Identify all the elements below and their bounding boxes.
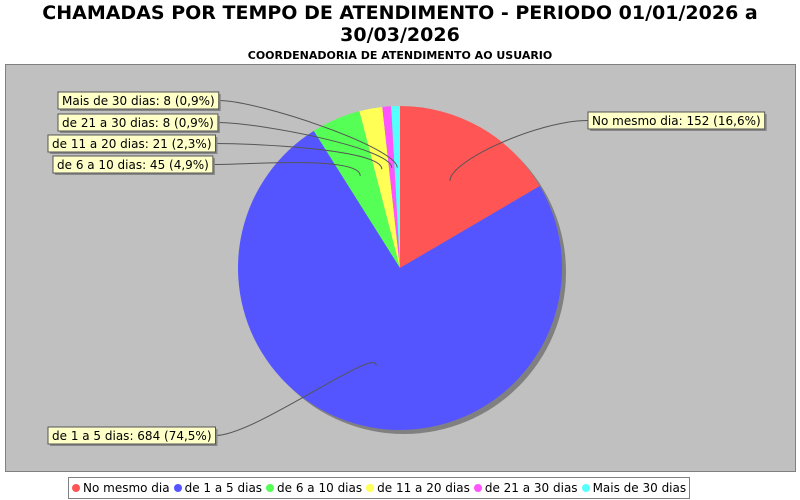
plot-area: No mesmo dia: 152 (16,6%) de 1 a 5 dias: …: [5, 64, 796, 472]
legend-swatch: [72, 484, 80, 492]
legend-label: de 11 a 20 dias: [377, 481, 470, 495]
slice-label-box: [57, 91, 220, 110]
pie-slice-no-mesmo-dia: [400, 106, 540, 268]
slice-label: Mais de 30 dias: 8 (0,9%): [62, 94, 215, 108]
legend-swatch: [173, 484, 182, 492]
slice-label: No mesmo dia: 152 (16,6%): [592, 114, 761, 128]
slice-label-box: [47, 426, 216, 445]
pie-slice-mais-de-30-dias: [391, 106, 400, 268]
pie-chart: No mesmo dia: 152 (16,6%) de 1 a 5 dias: …: [47, 91, 767, 446]
slice-label: de 21 a 30 dias: 8 (0,9%): [62, 116, 214, 130]
legend-label: Mais de 30 dias: [592, 481, 687, 495]
slice-label: de 11 a 20 dias: 21 (2,3%): [52, 137, 212, 151]
leader-line: [215, 143, 383, 170]
slice-label: de 6 a 10 dias: 45 (4,9%): [57, 158, 209, 172]
leader-line: [449, 120, 589, 181]
pie-slice-de-11-a-20-dias: [359, 106, 400, 268]
legend: No mesmo dia de 1 a 5 dias de 6 a 10 dias d…: [68, 477, 691, 499]
legend-label: No mesmo dia: [83, 481, 170, 495]
leader-line: [218, 100, 398, 168]
pie-slice-de-1-a-5-dias: [238, 130, 563, 430]
legend-item: No mesmo dia: [72, 481, 170, 495]
slice-label-box: [47, 134, 216, 153]
slice-label: de 1 a 5 dias: 684 (74,5%): [52, 429, 212, 443]
chart-subtitle: COORDENADORIA DE ATENDIMENTO AO USUARIO: [247, 49, 553, 62]
slice-label-box: [52, 155, 214, 174]
legend-swatch: [581, 484, 590, 492]
pie-slice-de-21-a-30-dias: [382, 106, 400, 268]
legend-swatch: [366, 484, 375, 492]
legend-swatch: [266, 484, 275, 492]
leader-line: [212, 162, 361, 176]
slice-label-box: [57, 113, 219, 132]
legend-item: Mais de 30 dias: [581, 481, 687, 495]
legend-swatch: [473, 484, 482, 492]
slice-label-box: [587, 111, 766, 130]
leader-line: [217, 122, 393, 169]
chart-title: CHAMADAS POR TEMPO DE ATENDIMENTO - PERI…: [42, 2, 758, 46]
legend-item: de 11 a 20 dias: [366, 481, 470, 495]
legend-label: de 1 a 5 dias: [184, 481, 263, 495]
legend-item: de 6 a 10 dias: [266, 481, 362, 495]
pie-slice-de-6-a-10-dias: [313, 111, 400, 268]
leader-line: [215, 362, 377, 436]
legend-label: de 21 a 30 dias: [484, 481, 578, 495]
legend-item: de 21 a 30 dias: [473, 481, 578, 495]
legend-item: de 1 a 5 dias: [173, 481, 263, 495]
legend-label: de 6 a 10 dias: [277, 481, 363, 495]
